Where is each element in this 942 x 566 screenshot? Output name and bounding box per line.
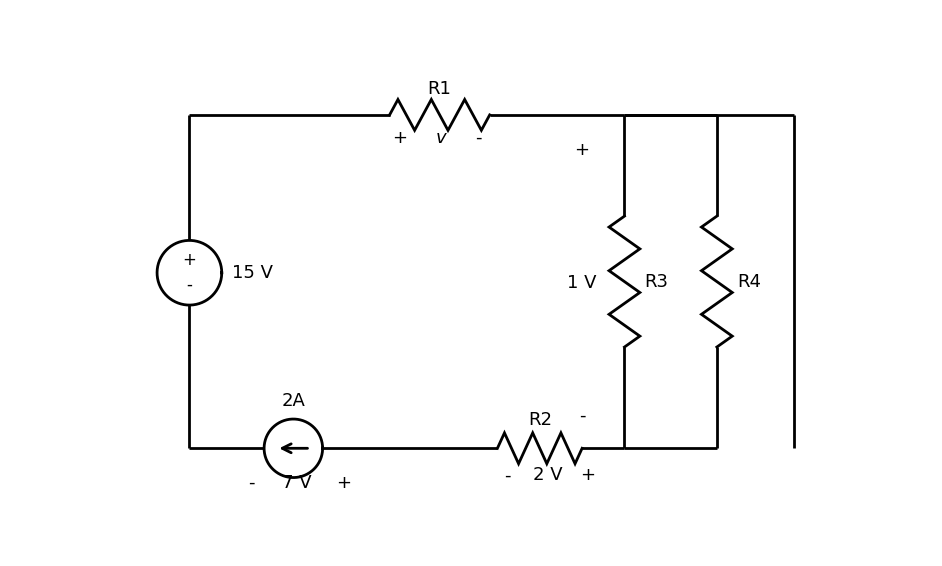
Text: 2 V: 2 V [532,466,562,484]
Text: -: - [578,407,585,425]
Text: R2: R2 [528,411,552,429]
Text: 15 V: 15 V [232,264,273,282]
Text: 1 V: 1 V [567,274,597,291]
Text: +: + [580,466,595,484]
Text: 2A: 2A [282,392,305,410]
Text: +: + [392,129,407,147]
Text: -: - [504,466,511,484]
Text: 7 V: 7 V [283,474,312,492]
Text: R4: R4 [737,273,761,290]
Text: +: + [183,251,196,269]
Text: -: - [187,276,192,294]
Text: -: - [248,474,254,492]
Text: R1: R1 [428,80,451,98]
Text: v: v [436,129,447,147]
Text: +: + [575,140,590,158]
Text: -: - [475,129,481,147]
Text: +: + [336,474,351,492]
Text: R3: R3 [644,273,669,290]
